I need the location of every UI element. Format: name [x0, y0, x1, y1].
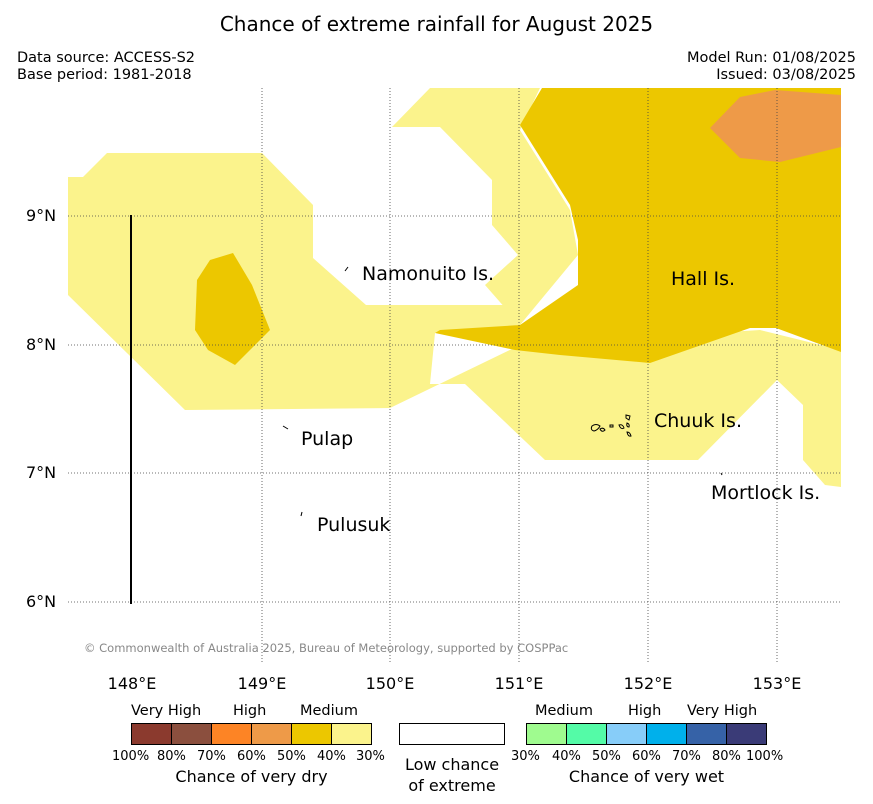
- place-pulusuk: Pulusuk: [317, 514, 391, 536]
- pulap-island-mark: [282, 425, 289, 430]
- meta-right: Model Run: 01/08/2025 Issued: 03/08/2025: [687, 50, 856, 84]
- legend-wet-very-high: Very High: [687, 703, 758, 719]
- dry-tick-70: 70%: [197, 749, 226, 764]
- dry-swatch-40-30: [331, 723, 372, 745]
- lon-label-152e: 152°E: [623, 674, 673, 693]
- chuuk-islet-5: [625, 414, 631, 421]
- dry-tick-30: 30%: [356, 749, 385, 764]
- wet-swatch-30-40: [526, 723, 567, 745]
- legend-neutral-line2: of extreme: [408, 776, 496, 795]
- dry-very-high-region: [710, 90, 841, 162]
- wet-tick-50: 50%: [592, 749, 621, 764]
- meta-left: Data source: ACCESS-S2 Base period: 1981…: [17, 50, 195, 84]
- data-source: Data source: ACCESS-S2: [17, 50, 196, 66]
- place-namonuito: Namonuito Is.: [362, 263, 495, 285]
- legend-wet-caption: Chance of very wet: [568, 767, 725, 786]
- lon-label-150e: 150°E: [365, 674, 415, 693]
- dry-high-west-blob: [195, 253, 270, 365]
- dry-medium-north-region: [392, 88, 578, 325]
- chuuk-islet-3: [609, 424, 614, 428]
- pulusuk-island-mark: [300, 511, 303, 517]
- wet-tick-40: 40%: [552, 749, 581, 764]
- wet-tick-60: 60%: [632, 749, 661, 764]
- dry-swatch-80-70: [171, 723, 212, 745]
- island-marks: [282, 266, 723, 517]
- place-pulap: Pulap: [301, 428, 354, 450]
- chuuk-islet-6: [626, 422, 630, 428]
- lon-label-151e: 151°E: [494, 674, 544, 693]
- namonuito-island-mark: [344, 266, 349, 272]
- chuuk-islet-7: [626, 431, 632, 437]
- wet-swatch-50-60: [606, 723, 647, 745]
- dry-tick-80: 80%: [157, 749, 186, 764]
- model-run: Model Run: 01/08/2025: [686, 50, 856, 66]
- neutral-swatch: [399, 723, 505, 745]
- dry-tick-50: 50%: [277, 749, 306, 764]
- wet-swatch-80-100: [726, 723, 767, 745]
- lat-label-9n: 9°N: [26, 206, 57, 225]
- legend-dry-caption: Chance of very dry: [175, 767, 328, 786]
- legend-wet-medium: Medium: [535, 703, 593, 719]
- dry-tick-40: 40%: [317, 749, 346, 764]
- base-period: Base period: 1981-2018: [17, 67, 192, 83]
- lat-label-6n: 6°N: [26, 592, 57, 611]
- legend-neutral-caption: Low chance of extreme: [392, 754, 512, 796]
- legend-wet-high: High: [628, 703, 662, 719]
- dry-swatch-50-40: [291, 723, 332, 745]
- lat-label-8n: 8°N: [26, 335, 57, 354]
- wet-swatch-40-50: [566, 723, 607, 745]
- lon-label-148e: 148°E: [107, 674, 157, 693]
- place-mortlock: Mortlock Is.: [711, 482, 821, 504]
- chuuk-islands-outline: [590, 414, 632, 437]
- mortlock-island-mark: [720, 472, 723, 476]
- place-chuuk: Chuuk Is.: [654, 410, 742, 432]
- lon-label-153e: 153°E: [752, 674, 802, 693]
- place-hall: Hall Is.: [671, 268, 736, 290]
- issued-date: Issued: 03/08/2025: [716, 67, 856, 83]
- wet-swatch-60-70: [646, 723, 687, 745]
- chuuk-islet-1: [590, 424, 601, 432]
- wet-tick-70: 70%: [672, 749, 701, 764]
- legend-dry-high: High: [233, 703, 267, 719]
- dry-swatch-60-50: [251, 723, 292, 745]
- legend-dry-medium: Medium: [300, 703, 358, 719]
- wet-tick-80: 80%: [712, 749, 741, 764]
- legend-dry-very-high: Very High: [131, 703, 202, 719]
- dry-swatch-100-80: [131, 723, 172, 745]
- lat-label-7n: 7°N: [26, 463, 57, 482]
- wet-tick-100: 100%: [746, 749, 784, 764]
- lon-label-149e: 149°E: [237, 674, 287, 693]
- copyright-notice: © Commonwealth of Australia 2025, Bureau…: [84, 641, 569, 655]
- map-title: Chance of extreme rainfall for August 20…: [219, 12, 654, 36]
- dry-tick-60: 60%: [237, 749, 266, 764]
- chuuk-islet-2: [599, 427, 606, 432]
- wet-swatch-70-80: [686, 723, 727, 745]
- legend-neutral-line1: Low chance: [404, 755, 500, 774]
- dry-tick-100: 100%: [112, 749, 150, 764]
- rainfall-map: [68, 88, 841, 663]
- dry-swatch-70-60: [211, 723, 252, 745]
- wet-tick-30: 30%: [511, 749, 540, 764]
- chuuk-islet-4: [618, 424, 625, 430]
